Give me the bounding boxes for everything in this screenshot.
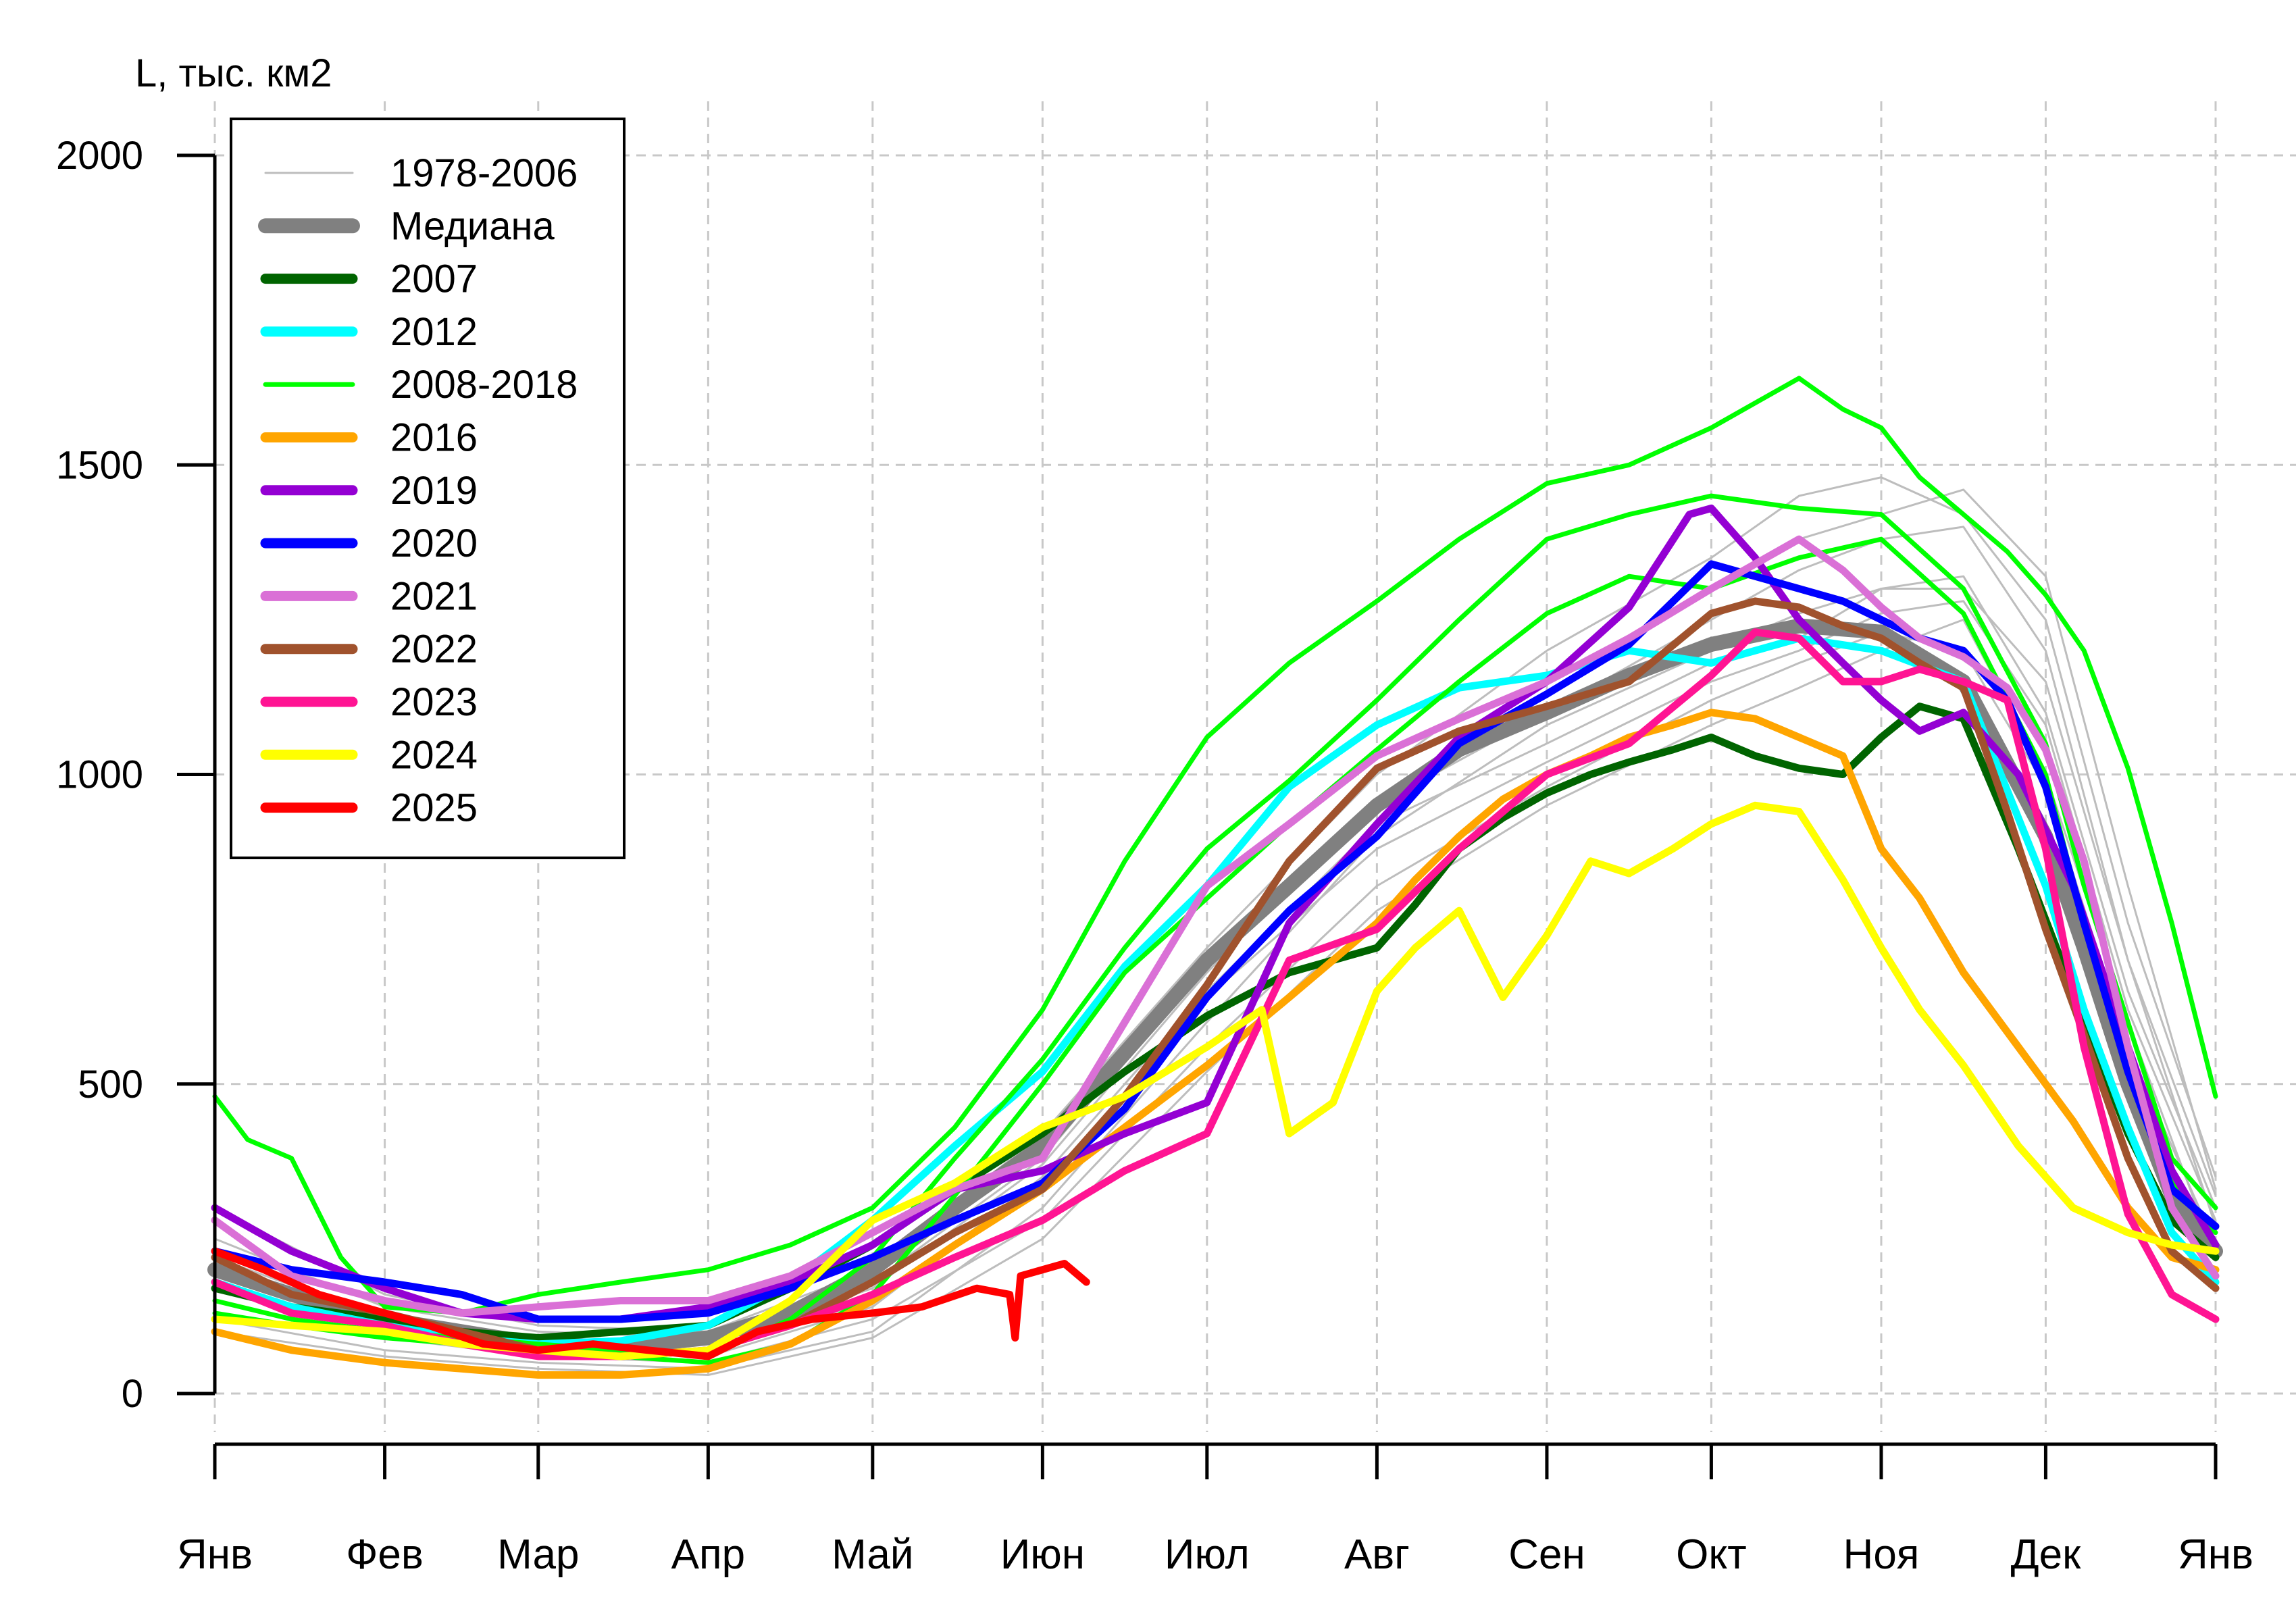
legend-label: 1978-2006	[390, 151, 578, 195]
series-layer	[207, 376, 2223, 1379]
legend-label: 2023	[390, 680, 478, 724]
y-tick-label: 2000	[56, 134, 143, 178]
axes-layer: L, тыс. км2 0 500 1000 1500 2000 Янв Фев Мар Апр…	[56, 51, 2253, 1578]
y-tick-label: 0	[122, 1372, 143, 1416]
series-line-2008-2018	[212, 376, 2218, 1316]
x-tick-label: Авг	[1344, 1531, 1410, 1578]
series-line-2025	[211, 1247, 1090, 1360]
y-tick-label: 1000	[56, 753, 143, 797]
series-line-2016	[211, 709, 2220, 1379]
background-year-line	[214, 575, 2217, 1370]
x-tick-label: Май	[832, 1531, 913, 1578]
x-tick-label: Сен	[1508, 1531, 1585, 1578]
y-tick-label: 500	[78, 1063, 143, 1106]
legend-label: 2016	[390, 416, 478, 460]
x-tick-label: Дек	[2011, 1531, 2081, 1578]
legend-label: 2020	[390, 521, 478, 565]
x-tick-label: Фев	[346, 1531, 424, 1578]
legend-label: 2008-2018	[390, 363, 578, 407]
series-line-2021	[211, 535, 2220, 1317]
y-tick-label: 1500	[56, 443, 143, 487]
legend-label: 2007	[390, 257, 478, 301]
legend-label: 2025	[390, 786, 478, 830]
legend-label: 2021	[390, 574, 478, 618]
x-tick-label: Июн	[1000, 1531, 1085, 1578]
legend-label: 2024	[390, 733, 478, 777]
legend-label: 2022	[390, 628, 478, 671]
y-axis-label: L, тыс. км2	[135, 51, 332, 95]
legend-label: 2012	[390, 310, 478, 354]
x-tick-label: Янв	[2178, 1531, 2253, 1578]
x-tick-label: Мар	[497, 1531, 579, 1578]
x-tick-label: Ноя	[1843, 1531, 1920, 1578]
x-tick-label: Янв	[177, 1531, 253, 1578]
x-tick-label: Июл	[1165, 1531, 1250, 1578]
legend-label: Медиана	[390, 204, 555, 248]
legend-label: 2019	[390, 469, 478, 513]
series-line-2012	[211, 634, 2220, 1348]
x-tick-label: Окт	[1676, 1531, 1746, 1578]
legend: 1978-2006 Медиана 2007 2012 2008-2018 2016 201…	[230, 118, 626, 859]
x-tick-label: Апр	[671, 1531, 745, 1578]
